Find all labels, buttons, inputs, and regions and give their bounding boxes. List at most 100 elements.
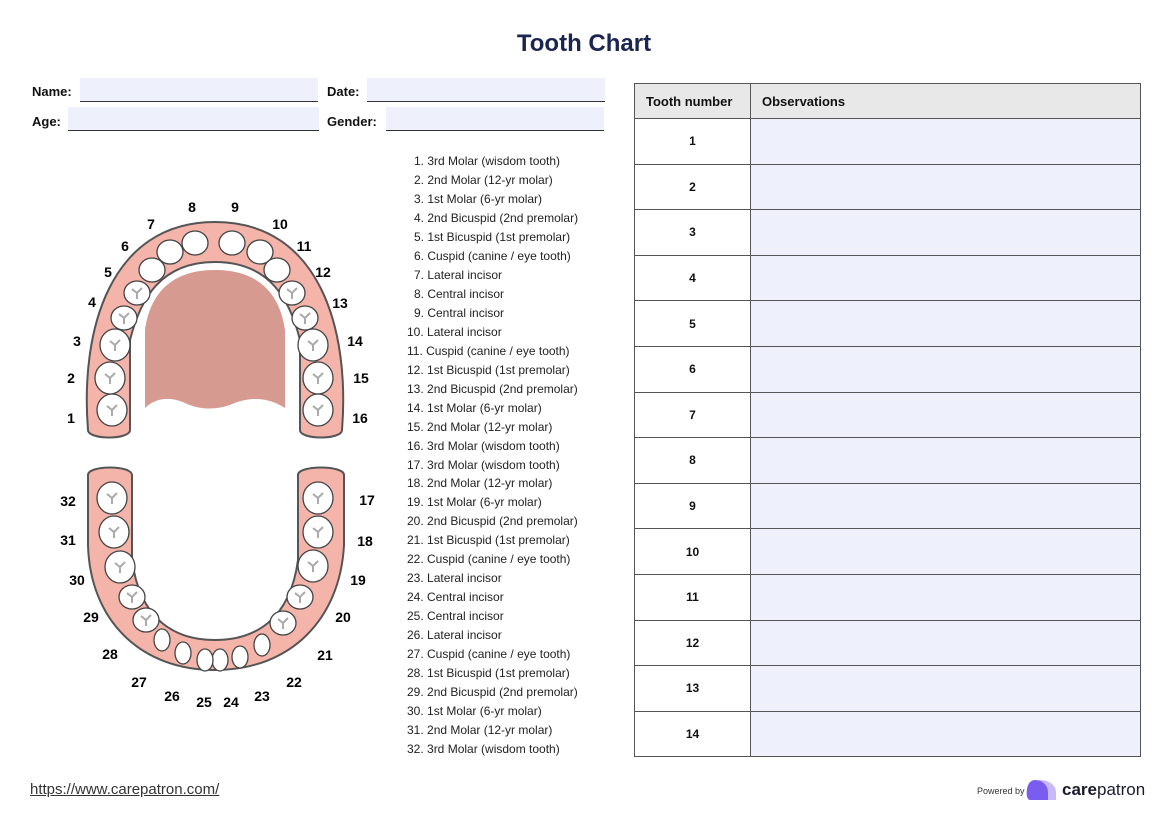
- name-label: Name:: [32, 84, 72, 99]
- legend-item: 14. 1st Molar (6-yr molar): [407, 400, 542, 415]
- tooth-legend: 1. 3rd Molar (wisdom tooth) 2. 2nd Molar …: [400, 152, 600, 759]
- observation-cell[interactable]: [750, 345, 1141, 393]
- tooth-25[interactable]: [196, 648, 214, 672]
- tooth-number-label: 32: [60, 493, 76, 509]
- tooth-number-cell: 10: [634, 528, 751, 575]
- tooth-6[interactable]: [138, 257, 166, 283]
- legend-item: 8. Central incisor: [414, 286, 505, 301]
- age-field[interactable]: [68, 107, 319, 131]
- tooth-22[interactable]: [253, 633, 271, 657]
- observation-cell[interactable]: [750, 665, 1141, 712]
- tooth-number-label: 21: [317, 647, 333, 663]
- observation-cell[interactable]: [750, 619, 1141, 667]
- tooth-number-cell: 3: [634, 209, 751, 256]
- legend-item: 24. Central incisor: [407, 590, 504, 605]
- observation-cell[interactable]: [750, 573, 1141, 621]
- carepatron-brand: carepatron: [1062, 780, 1145, 800]
- table-row: 13: [634, 665, 1141, 712]
- page-title: Tooth Chart: [516, 30, 652, 57]
- table-row: 10: [634, 528, 1141, 575]
- observation-cell[interactable]: [750, 391, 1141, 439]
- tooth-fissure: [118, 312, 130, 324]
- palate: [145, 270, 285, 409]
- table-row: 11: [634, 573, 1141, 621]
- tooth-23[interactable]: [231, 645, 249, 669]
- tooth-number-label: 7: [147, 216, 155, 232]
- tooth-number-label: 19: [350, 572, 366, 588]
- tooth-number-cell: 6: [634, 345, 751, 393]
- tooth-fissure: [312, 526, 324, 538]
- tooth-number-label: 4: [88, 294, 96, 310]
- tooth-fissure: [307, 560, 319, 572]
- tooth-number-label: 29: [83, 609, 99, 625]
- tooth-number-label: 14: [347, 333, 363, 349]
- tooth-fissure: [307, 339, 319, 351]
- legend-item: 7. Lateral incisor: [414, 267, 503, 282]
- table-row: 5: [634, 300, 1141, 347]
- observation-cell[interactable]: [750, 118, 1141, 165]
- col-observations: Observations: [750, 83, 1141, 119]
- col-tooth-number: Tooth number: [634, 83, 751, 119]
- legend-item: 26. Lateral incisor: [407, 628, 502, 643]
- legend-item: 22. Cuspid (canine / eye tooth): [407, 552, 571, 567]
- tooth-fissure: [312, 372, 324, 384]
- tooth-number-label: 28: [102, 646, 118, 662]
- name-field[interactable]: [80, 78, 318, 102]
- carepatron-link[interactable]: https://www.carepatron.com/: [30, 781, 220, 798]
- table-row: 3: [634, 209, 1141, 256]
- observation-cell[interactable]: [750, 528, 1141, 575]
- observation-cell[interactable]: [750, 300, 1141, 347]
- tooth-fissure: [312, 492, 324, 504]
- gender-field[interactable]: [386, 107, 604, 131]
- powered-by: Powered by: [977, 786, 1025, 796]
- observation-cell[interactable]: [750, 710, 1141, 758]
- tooth-11[interactable]: [263, 257, 291, 283]
- legend-item: 30. 1st Molar (6-yr molar): [407, 704, 542, 719]
- table-row: 2: [634, 163, 1141, 211]
- tooth-7[interactable]: [156, 239, 184, 265]
- legend-item: 11. Cuspid (canine / eye tooth): [407, 343, 570, 358]
- legend-item: 21. 1st Bicuspid (1st premolar): [407, 533, 570, 548]
- legend-item: 28. 1st Bicuspid (1st premolar): [407, 666, 570, 681]
- legend-item: 2. 2nd Molar (12-yr molar): [414, 172, 553, 187]
- observation-cell[interactable]: [750, 437, 1141, 484]
- tooth-number-cell: 8: [634, 437, 751, 484]
- table-row: 4: [634, 254, 1141, 302]
- legend-item: 25. Central incisor: [407, 609, 504, 624]
- tooth-number-label: 23: [254, 688, 270, 704]
- observation-cell[interactable]: [750, 163, 1141, 211]
- table-row: 12: [634, 619, 1141, 667]
- legend-item: 10. Lateral incisor: [407, 324, 502, 339]
- tooth-number-label: 10: [272, 216, 288, 232]
- tooth-10[interactable]: [246, 239, 274, 265]
- age-label: Age:: [32, 114, 61, 129]
- tooth-number-label: 24: [223, 694, 239, 710]
- tooth-fissure: [108, 526, 120, 538]
- tooth-number-label: 12: [315, 264, 331, 280]
- legend-item: 3. 1st Molar (6-yr molar): [414, 191, 543, 206]
- tooth-8[interactable]: [181, 230, 209, 256]
- legend-item: 6. Cuspid (canine / eye tooth): [414, 248, 571, 263]
- legend-item: 32. 3rd Molar (wisdom tooth): [407, 742, 560, 757]
- tooth-number-cell: 13: [634, 665, 751, 712]
- tooth-number-label: 31: [60, 532, 76, 548]
- legend-item: 13. 2nd Bicuspid (2nd premolar): [407, 381, 578, 396]
- legend-item: 27. Cuspid (canine / eye tooth): [407, 647, 571, 662]
- observation-cell[interactable]: [750, 209, 1141, 256]
- tooth-26[interactable]: [174, 641, 192, 665]
- legend-item: 19. 1st Molar (6-yr molar): [407, 495, 542, 510]
- tooth-fissure: [286, 287, 298, 299]
- tooth-fissure: [312, 404, 324, 416]
- tooth-number-label: 16: [352, 410, 368, 426]
- tooth-27[interactable]: [153, 628, 171, 652]
- tooth-24[interactable]: [211, 648, 229, 672]
- tooth-number-cell: 5: [634, 300, 751, 347]
- date-field[interactable]: [367, 78, 605, 102]
- observation-cell[interactable]: [750, 254, 1141, 302]
- tooth-number-label: 3: [73, 333, 81, 349]
- tooth-9[interactable]: [218, 230, 246, 256]
- tooth-number-cell: 12: [634, 619, 751, 667]
- tooth-number-label: 20: [335, 609, 351, 625]
- carepatron-logo-icon: [1026, 780, 1056, 800]
- observation-cell[interactable]: [750, 482, 1141, 530]
